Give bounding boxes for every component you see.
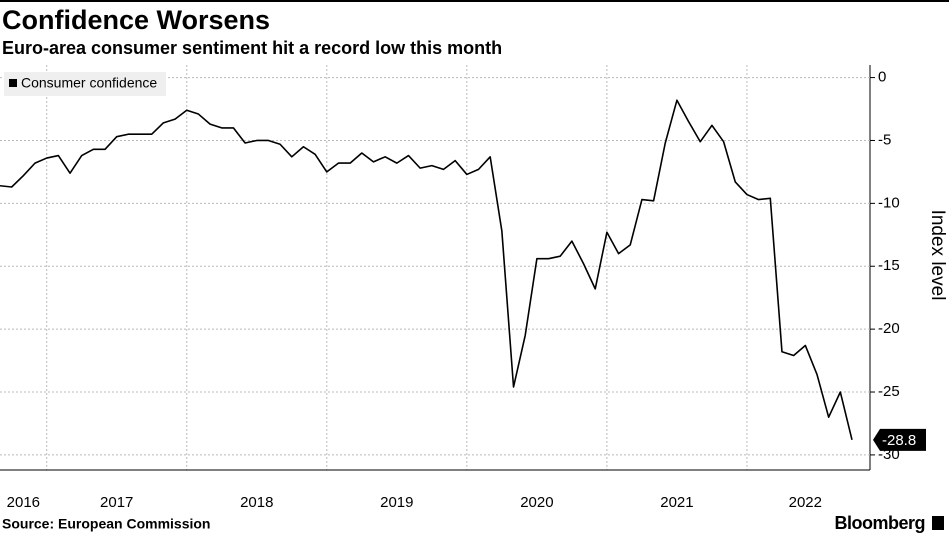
- legend: Consumer confidence: [4, 72, 166, 96]
- x-tick-label: 2022: [789, 494, 822, 511]
- legend-box: [4, 72, 166, 96]
- x-tick-label: 2019: [380, 494, 413, 511]
- x-tick-label: 2021: [660, 494, 693, 511]
- x-tick-label: 2016: [7, 494, 40, 511]
- chart-title: Confidence Worsens: [2, 5, 270, 35]
- x-tick-label: 2018: [240, 494, 273, 511]
- chart-subtitle: Euro-area consumer sentiment hit a recor…: [2, 38, 502, 58]
- x-tick-label: 2020: [520, 494, 553, 511]
- y-tick-label: -25: [878, 383, 900, 400]
- legend-swatch: [9, 79, 17, 87]
- y-tick-label: -5: [878, 131, 891, 148]
- brand: Bloomberg: [834, 513, 925, 533]
- brand-icon: [932, 516, 944, 530]
- y-tick-label: -15: [878, 257, 900, 274]
- y-tick-label: -20: [878, 320, 900, 337]
- y-tick-label: 0: [878, 69, 886, 86]
- y-tick-label: -10: [878, 194, 900, 211]
- legend-label: Consumer confidence: [21, 75, 157, 91]
- x-tick-label: 2017: [100, 494, 133, 511]
- source: Source: European Commission: [2, 516, 210, 532]
- y-axis-label: Index level: [927, 210, 948, 301]
- value-label: -28.8: [882, 432, 916, 449]
- value-callout: [873, 428, 926, 451]
- line: [0, 99, 853, 440]
